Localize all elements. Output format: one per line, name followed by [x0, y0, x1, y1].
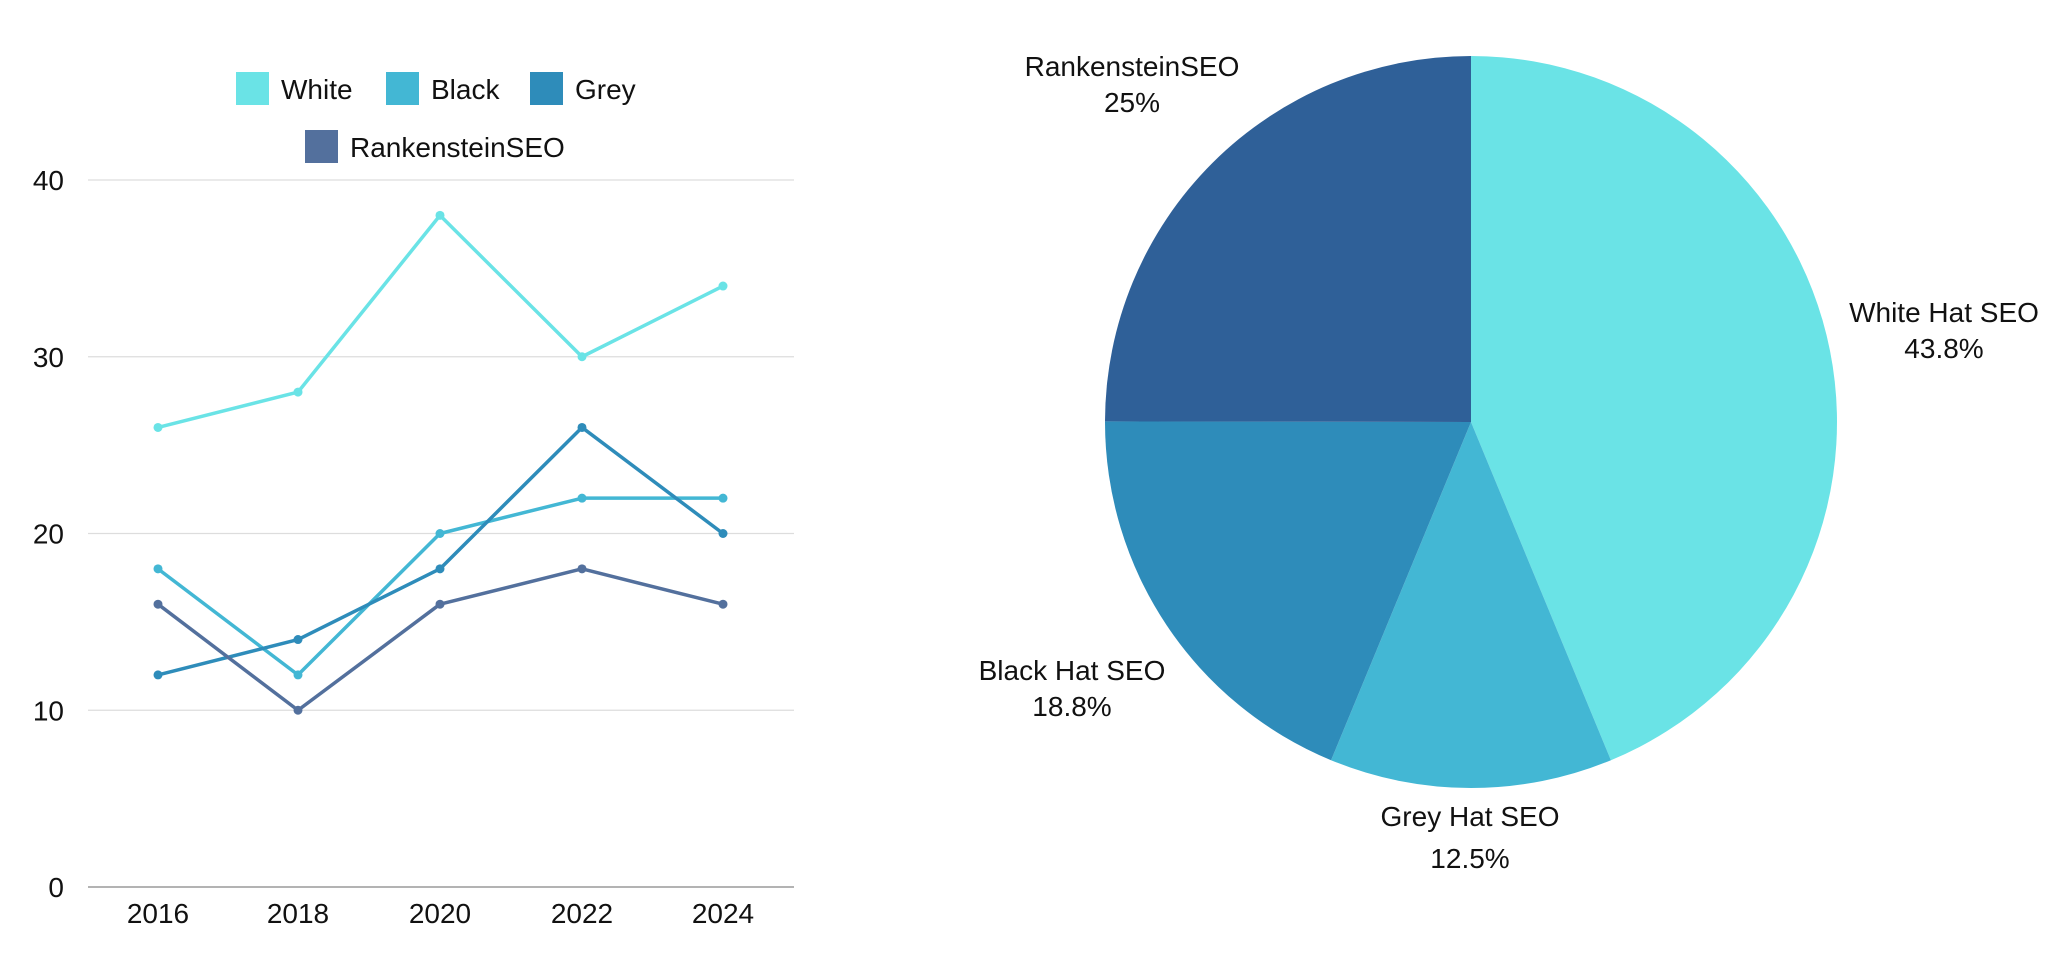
slice-percent: 18.8%	[1032, 691, 1111, 722]
y-tick-label: 0	[48, 872, 64, 903]
x-tick-label: 2022	[551, 898, 613, 929]
data-point-grey	[153, 670, 163, 680]
data-point-rankensteinseo	[435, 599, 445, 609]
slice-label: White Hat SEO	[1849, 297, 2039, 328]
pie-slice	[1471, 56, 1837, 761]
slice-percent: 25%	[1104, 87, 1160, 118]
data-point-rankensteinseo	[718, 599, 728, 609]
data-point-black	[718, 493, 728, 503]
slice-label: Black Hat SEO	[979, 655, 1166, 686]
data-point-white	[153, 422, 163, 432]
data-point-grey	[435, 564, 445, 574]
data-point-rankensteinseo	[153, 599, 163, 609]
legend-swatch	[305, 130, 338, 163]
pie-slice	[1105, 56, 1471, 422]
data-point-grey	[293, 635, 303, 645]
data-point-black	[293, 670, 303, 680]
legend-label: Grey	[575, 74, 636, 105]
data-point-white	[293, 387, 303, 397]
x-tick-label: 2020	[409, 898, 471, 929]
y-tick-label: 20	[33, 519, 64, 550]
data-point-grey	[718, 529, 728, 538]
slice-percent: 12.5%	[1430, 843, 1509, 874]
pie-chart: White Hat SEO 43.8% Grey Hat SEO 12.5% Black…	[979, 51, 2039, 874]
x-tick-label: 2018	[267, 898, 329, 929]
series-line-rankensteinseo	[156, 567, 725, 712]
legend-label: Black	[431, 74, 500, 105]
data-point-rankensteinseo	[293, 705, 303, 715]
legend-swatch	[236, 72, 269, 105]
y-tick-label: 10	[33, 695, 64, 726]
x-tick-label: 2016	[127, 898, 189, 929]
data-point-white	[718, 281, 728, 291]
data-point-white	[435, 210, 445, 220]
y-tick-label: 40	[33, 165, 64, 196]
slice-label: RankensteinSEO	[1025, 51, 1240, 82]
pie-slice	[1331, 422, 1611, 788]
data-point-black	[435, 529, 445, 538]
legend-label: White	[281, 74, 353, 105]
y-tick-label: 30	[33, 342, 64, 373]
data-point-black	[577, 493, 587, 503]
legend-swatch	[386, 72, 419, 105]
slice-label: Grey Hat SEO	[1381, 801, 1560, 832]
series-line-white	[156, 213, 725, 430]
legend-label: RankensteinSEO	[350, 132, 565, 163]
series-line-black	[156, 496, 725, 677]
legend-swatch	[530, 72, 563, 105]
data-point-grey	[577, 422, 587, 432]
data-point-rankensteinseo	[577, 564, 587, 574]
line-chart: 0 10 20 30 40 2016 2018 2020 2022 2024 White Black G…	[33, 72, 794, 929]
slice-percent: 43.8%	[1904, 333, 1983, 364]
series-line-grey	[156, 425, 725, 677]
x-tick-label: 2024	[692, 898, 754, 929]
data-point-black	[153, 564, 163, 574]
data-point-white	[577, 352, 587, 362]
pie-slice	[1105, 421, 1471, 761]
